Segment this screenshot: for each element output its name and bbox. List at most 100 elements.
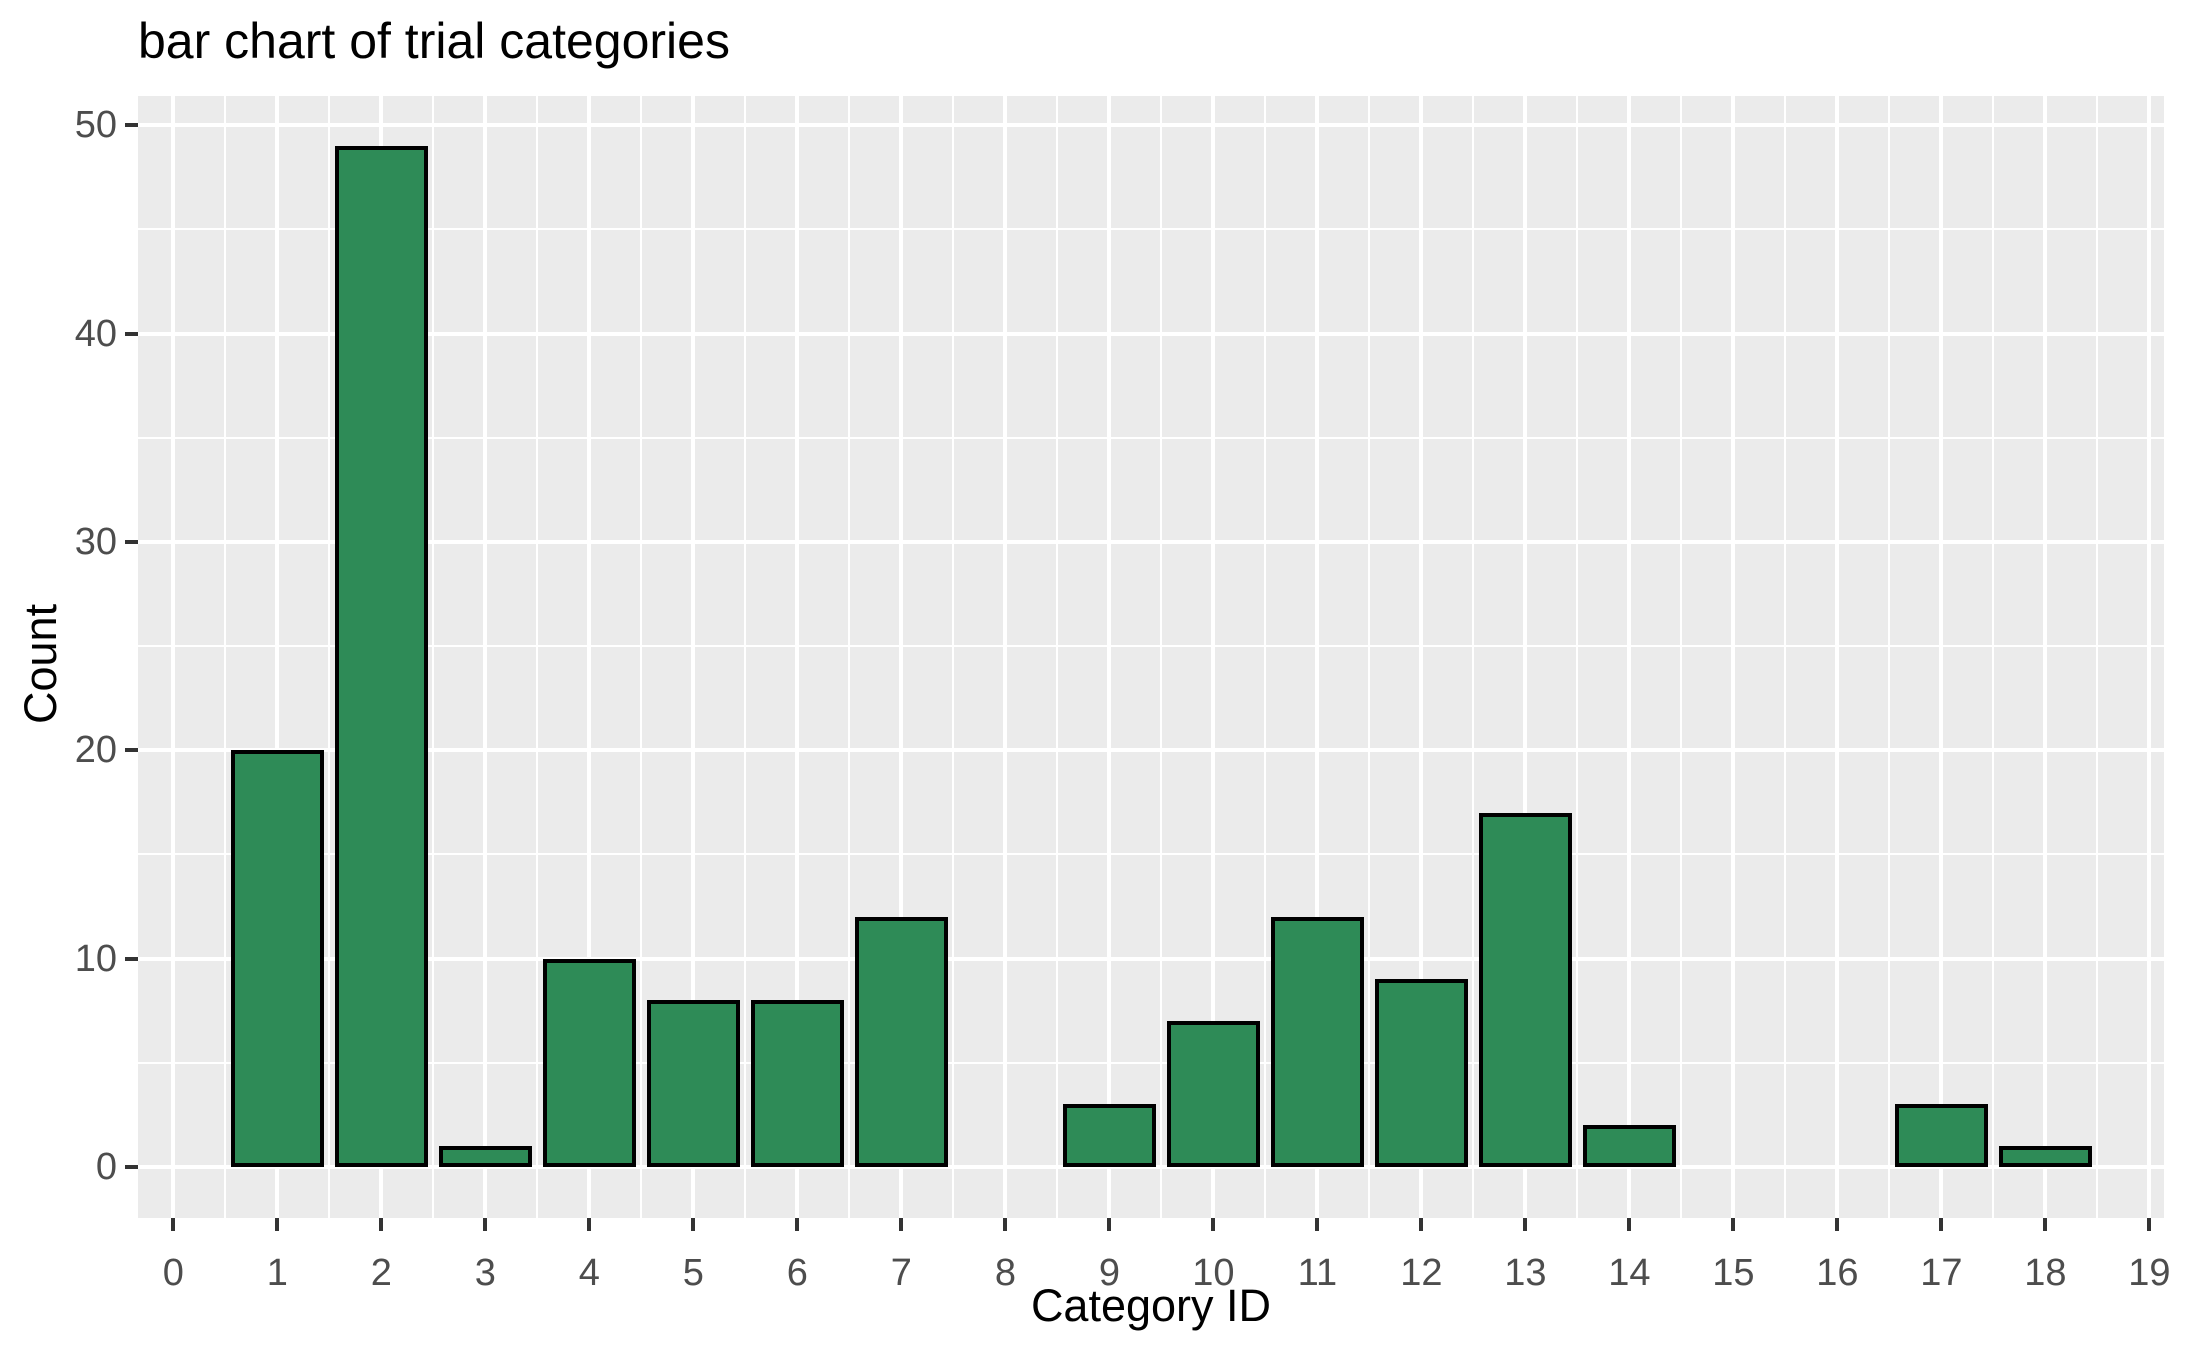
gridline-major-horizontal <box>138 956 2164 961</box>
gridline-major-horizontal <box>138 331 2164 336</box>
bar-category-18 <box>1998 1146 2093 1167</box>
bar-category-1 <box>230 750 325 1167</box>
gridline-major-vertical <box>1627 96 1632 1218</box>
x-axis-tick <box>275 1218 280 1231</box>
gridline-minor-horizontal <box>138 1061 2164 1064</box>
x-axis-tick-label: 11 <box>1297 1252 1338 1294</box>
bar-category-11 <box>1270 916 1365 1167</box>
gridline-minor-vertical <box>1784 96 1787 1218</box>
x-axis-tick-label: 8 <box>994 1252 1016 1294</box>
gridline-minor-vertical <box>848 96 851 1218</box>
bar-category-5 <box>646 1000 741 1167</box>
gridline-major-vertical <box>1523 96 1528 1218</box>
bar-category-10 <box>1166 1021 1261 1167</box>
x-axis-tick <box>1523 1218 1528 1231</box>
gridline-minor-vertical <box>1680 96 1683 1218</box>
gridline-minor-horizontal <box>138 436 2164 439</box>
gridline-minor-vertical <box>1992 96 1995 1218</box>
y-axis-tick-label: 40 <box>74 312 117 355</box>
x-axis-tick-label: 9 <box>1098 1252 1120 1294</box>
x-axis-tick-label: 18 <box>2024 1252 2067 1294</box>
bar-category-6 <box>750 1000 845 1167</box>
gridline-major-vertical <box>2147 96 2152 1218</box>
y-axis-tick-label: 10 <box>74 937 117 980</box>
bar-category-13 <box>1478 812 1573 1167</box>
x-axis-tick-label: 6 <box>786 1252 808 1294</box>
x-axis-tick-label: 16 <box>1816 1252 1859 1294</box>
x-axis-tick <box>483 1218 488 1231</box>
x-axis-tick <box>1627 1218 1632 1231</box>
x-axis-tick-label: 0 <box>162 1252 184 1294</box>
chart-title: bar chart of trial categories <box>138 13 730 69</box>
x-axis-tick-label: 19 <box>2128 1252 2171 1294</box>
gridline-minor-vertical <box>1160 96 1163 1218</box>
bar-category-9 <box>1062 1104 1157 1167</box>
gridline-minor-horizontal <box>138 853 2164 856</box>
x-axis-tick <box>171 1218 176 1231</box>
gridline-major-vertical <box>275 96 280 1218</box>
x-axis-tick-label: 7 <box>890 1252 912 1294</box>
plot-panel <box>138 96 2164 1218</box>
y-axis-tick <box>125 1164 138 1169</box>
x-axis-tick <box>587 1218 592 1231</box>
y-axis-tick-label: 20 <box>74 729 117 772</box>
gridline-major-vertical <box>1107 96 1112 1218</box>
gridline-major-vertical <box>483 96 488 1218</box>
x-axis-tick <box>1835 1218 1840 1231</box>
x-axis-tick <box>1107 1218 1112 1231</box>
gridline-minor-vertical <box>536 96 539 1218</box>
y-axis-tick <box>125 748 138 753</box>
x-axis-tick-label: 5 <box>682 1252 704 1294</box>
x-axis-tick-label: 15 <box>1712 1252 1755 1294</box>
gridline-minor-vertical <box>1888 96 1891 1218</box>
gridline-major-vertical <box>1419 96 1424 1218</box>
gridline-minor-vertical <box>1472 96 1475 1218</box>
gridline-minor-horizontal <box>138 645 2164 648</box>
gridline-major-vertical <box>2043 96 2048 1218</box>
x-axis-tick <box>691 1218 696 1231</box>
gridline-major-horizontal <box>138 123 2164 128</box>
x-axis-tick-label: 12 <box>1400 1252 1443 1294</box>
bar-category-17 <box>1894 1104 1989 1167</box>
x-axis-tick <box>1939 1218 1944 1231</box>
gridline-major-vertical <box>691 96 696 1218</box>
x-axis-tick <box>795 1218 800 1231</box>
x-axis-tick <box>1419 1218 1424 1231</box>
gridline-major-vertical <box>1939 96 1944 1218</box>
gridline-minor-vertical <box>640 96 643 1218</box>
bar-category-4 <box>542 958 637 1167</box>
gridline-major-vertical <box>1315 96 1320 1218</box>
x-axis-tick-label: 3 <box>474 1252 496 1294</box>
gridline-minor-horizontal <box>138 228 2164 231</box>
gridline-minor-vertical <box>952 96 955 1218</box>
gridline-minor-vertical <box>1056 96 1059 1218</box>
bar-category-14 <box>1582 1125 1677 1167</box>
x-axis-tick <box>1315 1218 1320 1231</box>
gridline-minor-vertical <box>744 96 747 1218</box>
gridline-minor-vertical <box>432 96 435 1218</box>
x-axis-tick <box>899 1218 904 1231</box>
y-axis-tick <box>125 956 138 961</box>
x-axis-tick <box>1003 1218 1008 1231</box>
x-axis-tick-label: 14 <box>1608 1252 1651 1294</box>
x-axis-tick-label: 10 <box>1192 1252 1235 1294</box>
bar-category-3 <box>438 1146 533 1167</box>
y-axis-tick <box>125 123 138 128</box>
x-axis-tick <box>1211 1218 1216 1231</box>
gridline-major-horizontal <box>138 1164 2164 1169</box>
gridline-minor-vertical <box>1368 96 1371 1218</box>
y-axis-tick <box>125 539 138 544</box>
gridline-major-vertical <box>795 96 800 1218</box>
gridline-major-vertical <box>1835 96 1840 1218</box>
y-axis-tick-label: 0 <box>95 1145 117 1188</box>
x-axis-tick <box>1731 1218 1736 1231</box>
gridline-minor-vertical <box>224 96 227 1218</box>
gridline-minor-vertical <box>1576 96 1579 1218</box>
y-axis-title: Count <box>15 603 66 724</box>
gridline-major-vertical <box>899 96 904 1218</box>
gridline-major-vertical <box>587 96 592 1218</box>
bar-category-2 <box>334 146 429 1167</box>
x-axis-title: Category ID <box>1030 1280 1272 1331</box>
bar-category-12 <box>1374 979 1469 1167</box>
x-axis-tick-label: 1 <box>266 1252 288 1294</box>
